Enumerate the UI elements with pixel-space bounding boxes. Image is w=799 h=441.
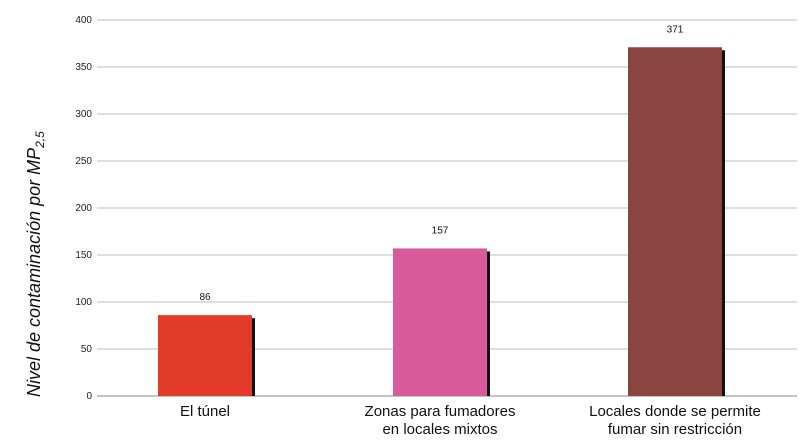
y-tick-label: 300 (75, 109, 92, 120)
bar (158, 315, 252, 396)
y-axis-label: Nivel de contaminación por MP2,5 (24, 131, 47, 397)
bar (393, 248, 487, 396)
y-tick-label: 0 (86, 391, 92, 402)
y-tick-label: 100 (75, 297, 92, 308)
y-tick-label: 350 (75, 62, 92, 73)
data-labels: 86 157 371 (199, 24, 683, 303)
y-tick-label: 250 (75, 156, 92, 167)
y-tick-label: 50 (81, 344, 93, 355)
y-tick-label: 200 (75, 203, 92, 214)
bar (628, 47, 722, 396)
y-axis-label-subscript: 2,5 (33, 131, 47, 149)
bar-value-label: 157 (432, 225, 449, 236)
category-label: Locales donde se permite (589, 403, 761, 420)
y-tick-labels: 0 50 100 150 200 250 300 350 400 (75, 15, 92, 402)
category-label: en locales mixtos (382, 421, 497, 438)
bar-value-label: 86 (199, 292, 211, 303)
bar-value-label: 371 (667, 24, 684, 35)
category-label: Zonas para fumadores (365, 403, 516, 420)
y-axis-label-main: Nivel de contaminación por MP (24, 148, 44, 397)
y-tick-label: 150 (75, 250, 92, 261)
category-label: fumar sin restricción (608, 421, 742, 438)
category-label: El túnel (180, 403, 230, 420)
y-tick-label: 400 (75, 15, 92, 26)
bars (158, 47, 725, 396)
